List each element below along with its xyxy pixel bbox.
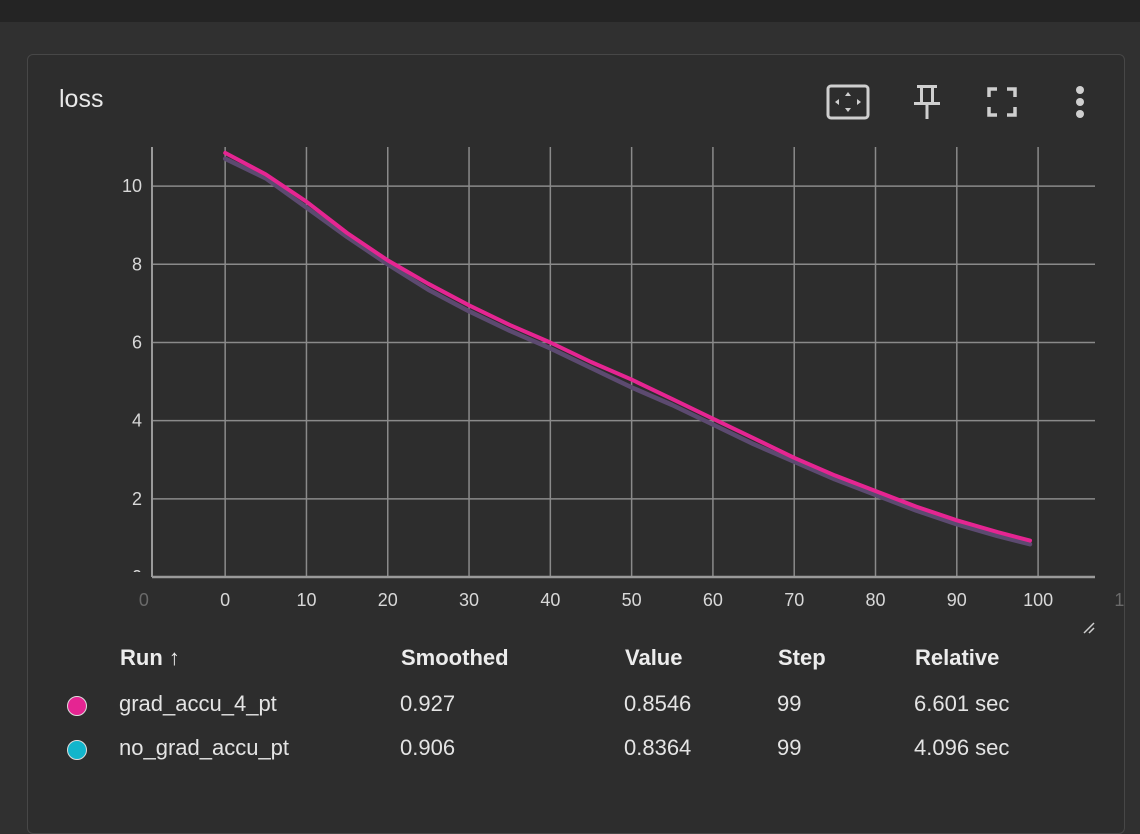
y-tick-label: 10 xyxy=(122,176,142,196)
resize-handle-icon[interactable] xyxy=(1082,621,1096,635)
relative-time: 4.096 sec xyxy=(914,735,1010,760)
relative-time: 6.601 sec xyxy=(914,691,1010,716)
more-vert-icon xyxy=(1076,86,1084,118)
chart-axes xyxy=(151,147,1095,579)
fit-domain-icon xyxy=(826,84,870,120)
smoothed-column-header[interactable]: Smoothed xyxy=(401,645,509,670)
run-color-dot[interactable] xyxy=(67,696,87,716)
smoothed-value: 0.906 xyxy=(400,735,456,760)
x-tick-label: 70 xyxy=(784,590,804,610)
y-tick-label: 0 xyxy=(132,567,142,587)
fullscreen-icon xyxy=(987,87,1017,117)
step-column-header[interactable]: Step xyxy=(778,645,826,670)
pin-button[interactable] xyxy=(904,79,950,125)
x-tick-label: 30 xyxy=(459,590,479,610)
run-name: no_grad_accu_pt xyxy=(119,735,290,760)
smoothed-value: 0.927 xyxy=(400,691,456,716)
x-tick-label: 50 xyxy=(622,590,642,610)
legend-row: no_grad_accu_pt 0.906 0.8364 99 4.096 se… xyxy=(28,731,1126,771)
x-tick-label: 40 xyxy=(540,590,560,610)
y-tick-label: 4 xyxy=(132,411,142,431)
x-tick-label: 10 xyxy=(296,590,316,610)
x-tick-label: 0 xyxy=(220,590,230,610)
run-name: grad_accu_4_pt xyxy=(119,691,277,716)
legend-row: grad_accu_4_pt 0.927 0.8546 99 6.601 sec xyxy=(28,687,1126,727)
series-line-no_grad_accu_pt[interactable] xyxy=(222,156,1033,547)
raw-value: 0.8546 xyxy=(624,691,692,716)
fit-domain-button[interactable] xyxy=(825,79,871,125)
more-options-button[interactable] xyxy=(1057,79,1103,125)
card-title: loss xyxy=(59,85,104,113)
y-tick-label: 8 xyxy=(132,254,142,274)
x-tick-label: 0 xyxy=(139,590,149,610)
x-tick-label: 90 xyxy=(947,590,967,610)
run-column-header[interactable]: Run ↑ xyxy=(120,645,180,670)
raw-value: 0.8364 xyxy=(624,735,692,760)
scalar-card: loss xyxy=(27,54,1125,834)
grid-lines xyxy=(152,147,1095,577)
x-tick-label: 1 xyxy=(1114,590,1124,610)
step-value: 99 xyxy=(777,735,802,760)
y-tick-label: 2 xyxy=(132,489,142,509)
run-color-dot[interactable] xyxy=(67,740,87,760)
x-tick-label: 80 xyxy=(865,590,885,610)
x-tick-label: 20 xyxy=(378,590,398,610)
y-tick-label: 6 xyxy=(132,332,142,352)
x-tick-label: 60 xyxy=(703,590,723,610)
pin-icon xyxy=(914,85,940,119)
step-value: 99 xyxy=(777,691,802,716)
fullscreen-button[interactable] xyxy=(979,79,1025,125)
x-tick-label: 100 xyxy=(1023,590,1053,610)
series-lines xyxy=(222,150,1033,547)
value-column-header[interactable]: Value xyxy=(625,645,683,670)
series-line-grad_accu_4_pt[interactable] xyxy=(223,150,1032,543)
relative-column-header[interactable]: Relative xyxy=(915,645,1000,670)
top-bar xyxy=(0,0,1140,22)
